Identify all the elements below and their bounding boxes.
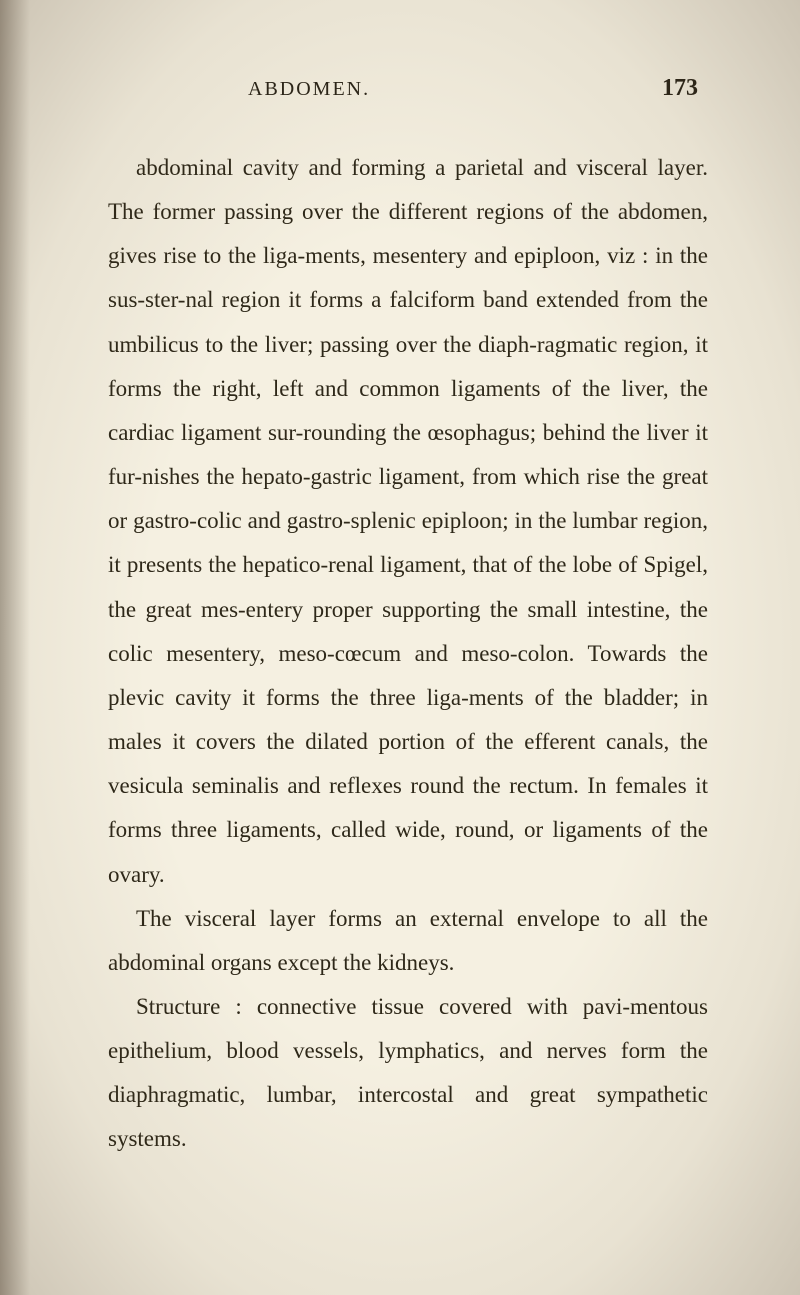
body-text: abdominal cavity and forming a parietal … — [108, 146, 708, 1162]
header-title: ABDOMEN. — [248, 78, 370, 101]
paragraph-2: The visceral layer forms an external env… — [108, 897, 708, 985]
page-number: 173 — [662, 75, 698, 102]
paragraph-1: abdominal cavity and forming a parietal … — [108, 146, 708, 897]
paragraph-3: Structure : connective tissue covered wi… — [108, 985, 708, 1162]
page-container: ABDOMEN. 173 abdominal cavity and formin… — [0, 0, 800, 1295]
page-header: ABDOMEN. 173 — [108, 75, 708, 102]
